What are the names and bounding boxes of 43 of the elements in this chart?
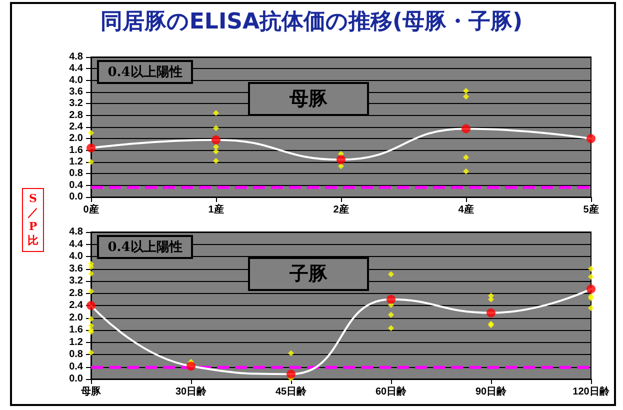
y-tick-label: 4.8 [69,52,84,62]
y-tick-label: 2.0 [69,133,84,144]
y-tick-label: 4.0 [69,74,84,86]
y-tick-label: 4.0 [69,251,84,262]
y-tick-label: 0.0 [69,192,84,202]
y-tick-label: 0.8 [69,168,84,180]
y-tick-label: 0.4 [69,180,84,191]
y-tick-label: 4.4 [69,63,84,74]
y-tick-label: 3.6 [69,263,84,274]
y-tick-label: 2.8 [69,110,84,121]
panel-label-box: 子豚 [248,257,369,291]
y-tick-label: 3.6 [69,86,84,98]
x-tick-label: 4産 [458,204,474,216]
x-tick-label: 90日齢 [475,386,508,398]
y-tick-label: 2.4 [69,300,84,311]
y-tick-label: 1.2 [69,336,84,348]
y-tick-label: 4.4 [69,238,84,250]
x-tick-label: 60日齢 [375,386,408,398]
chart-title: 同居豚のELISA抗体価の推移(母豚・子豚) [100,10,523,34]
y-tick-label: 0.8 [69,349,84,360]
y-tick-label: 4.8 [69,226,84,238]
x-tick-label: 30日齢 [175,386,208,398]
x-tick-label: 母豚 [80,386,102,398]
y-tick-label: 2.8 [69,288,84,299]
x-tick-label: 2産 [333,204,349,216]
note-box: 0.4以上陽性 [97,235,193,259]
x-tick-label: 45日齢 [275,386,308,398]
x-tick-label: 120日齢 [572,386,610,398]
y-tick-label: 0.0 [69,374,84,384]
y-tick-label: 1.6 [69,144,84,156]
y-tick-label: 3.2 [69,276,84,286]
y-tick-label: 1.2 [69,156,84,168]
y-tick-label: 3.2 [69,98,84,110]
panel-label-box: 母豚 [248,82,369,116]
y-tick-label: 2.0 [69,312,84,324]
y-axis-title: S／P比 [28,192,38,248]
note-box: 0.4以上陽性 [97,60,193,84]
y-tick-label: 2.4 [69,122,84,132]
y-tick-label: 0.4 [69,361,84,372]
x-tick-label: 5産 [583,204,599,216]
x-tick-label: 0産 [83,204,99,216]
y-tick-label: 1.6 [69,324,84,336]
x-tick-label: 1産 [208,204,224,216]
